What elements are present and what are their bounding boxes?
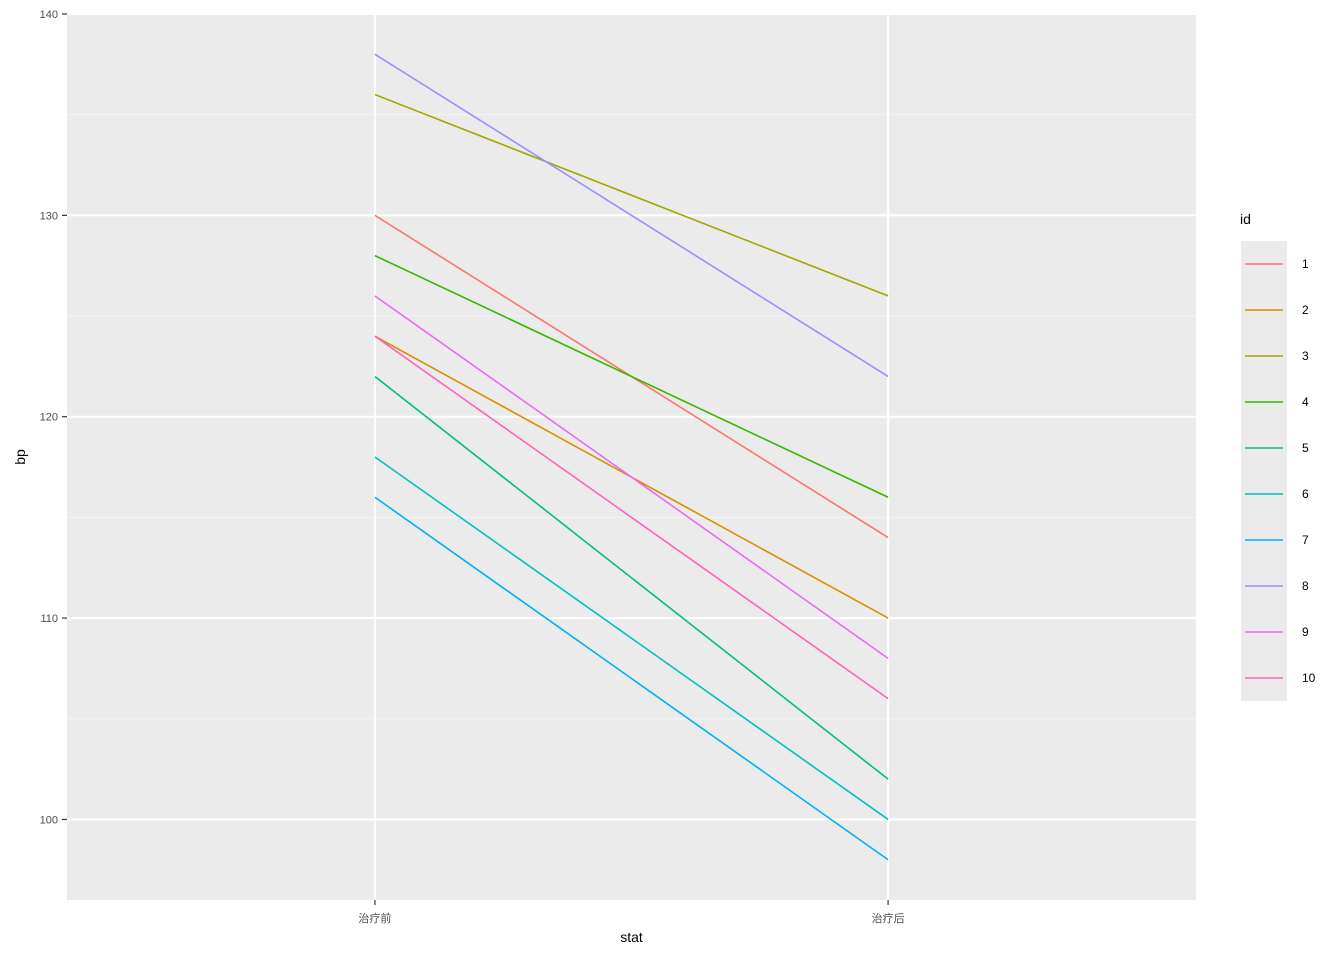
x-tick-label: 治疗后 xyxy=(872,911,905,925)
legend-items: 1 2 3 4 5 6 7 8 9 10 xyxy=(1245,257,1316,685)
legend-label-10: 10 xyxy=(1302,671,1316,685)
legend-title: id xyxy=(1240,211,1251,227)
y-axis-title: bp xyxy=(12,449,28,465)
series-line-7 xyxy=(374,496,889,861)
legend-label-6: 6 xyxy=(1302,487,1309,501)
y-tick-label: 140 xyxy=(40,9,58,21)
series-line-6 xyxy=(374,456,889,821)
legend-label-9: 9 xyxy=(1302,625,1309,639)
legend-label-7: 7 xyxy=(1302,533,1309,547)
series-line-9 xyxy=(374,295,889,660)
series-line-4 xyxy=(374,254,889,498)
series-line-10 xyxy=(374,335,889,700)
y-axis: 100 110 120 130 140 xyxy=(40,9,67,826)
y-tick-label: 100 xyxy=(40,814,58,826)
minor-gridlines xyxy=(67,114,1196,720)
legend-key-background xyxy=(1241,241,1287,701)
series-line-3 xyxy=(374,93,889,297)
x-tick-label: 治疗前 xyxy=(358,911,391,925)
legend-label-3: 3 xyxy=(1302,349,1309,363)
legend: id 1 2 3 4 5 6 7 8 9 10 xyxy=(1240,211,1316,701)
legend-label-2: 2 xyxy=(1302,303,1309,317)
series-line-8 xyxy=(374,53,889,378)
y-tick-label: 120 xyxy=(40,412,58,424)
x-axis: 治疗前 治疗后 xyxy=(358,900,905,925)
legend-label-8: 8 xyxy=(1302,579,1309,593)
series-line-5 xyxy=(374,375,889,780)
legend-label-1: 1 xyxy=(1302,257,1309,271)
series-lines xyxy=(374,53,889,861)
y-tick-label: 110 xyxy=(40,613,58,625)
legend-label-5: 5 xyxy=(1302,441,1309,455)
x-axis-title: stat xyxy=(620,929,643,945)
major-gridlines xyxy=(67,13,1196,900)
legend-label-4: 4 xyxy=(1302,395,1309,409)
plot-panel xyxy=(67,14,1196,900)
y-tick-label: 130 xyxy=(40,210,58,222)
